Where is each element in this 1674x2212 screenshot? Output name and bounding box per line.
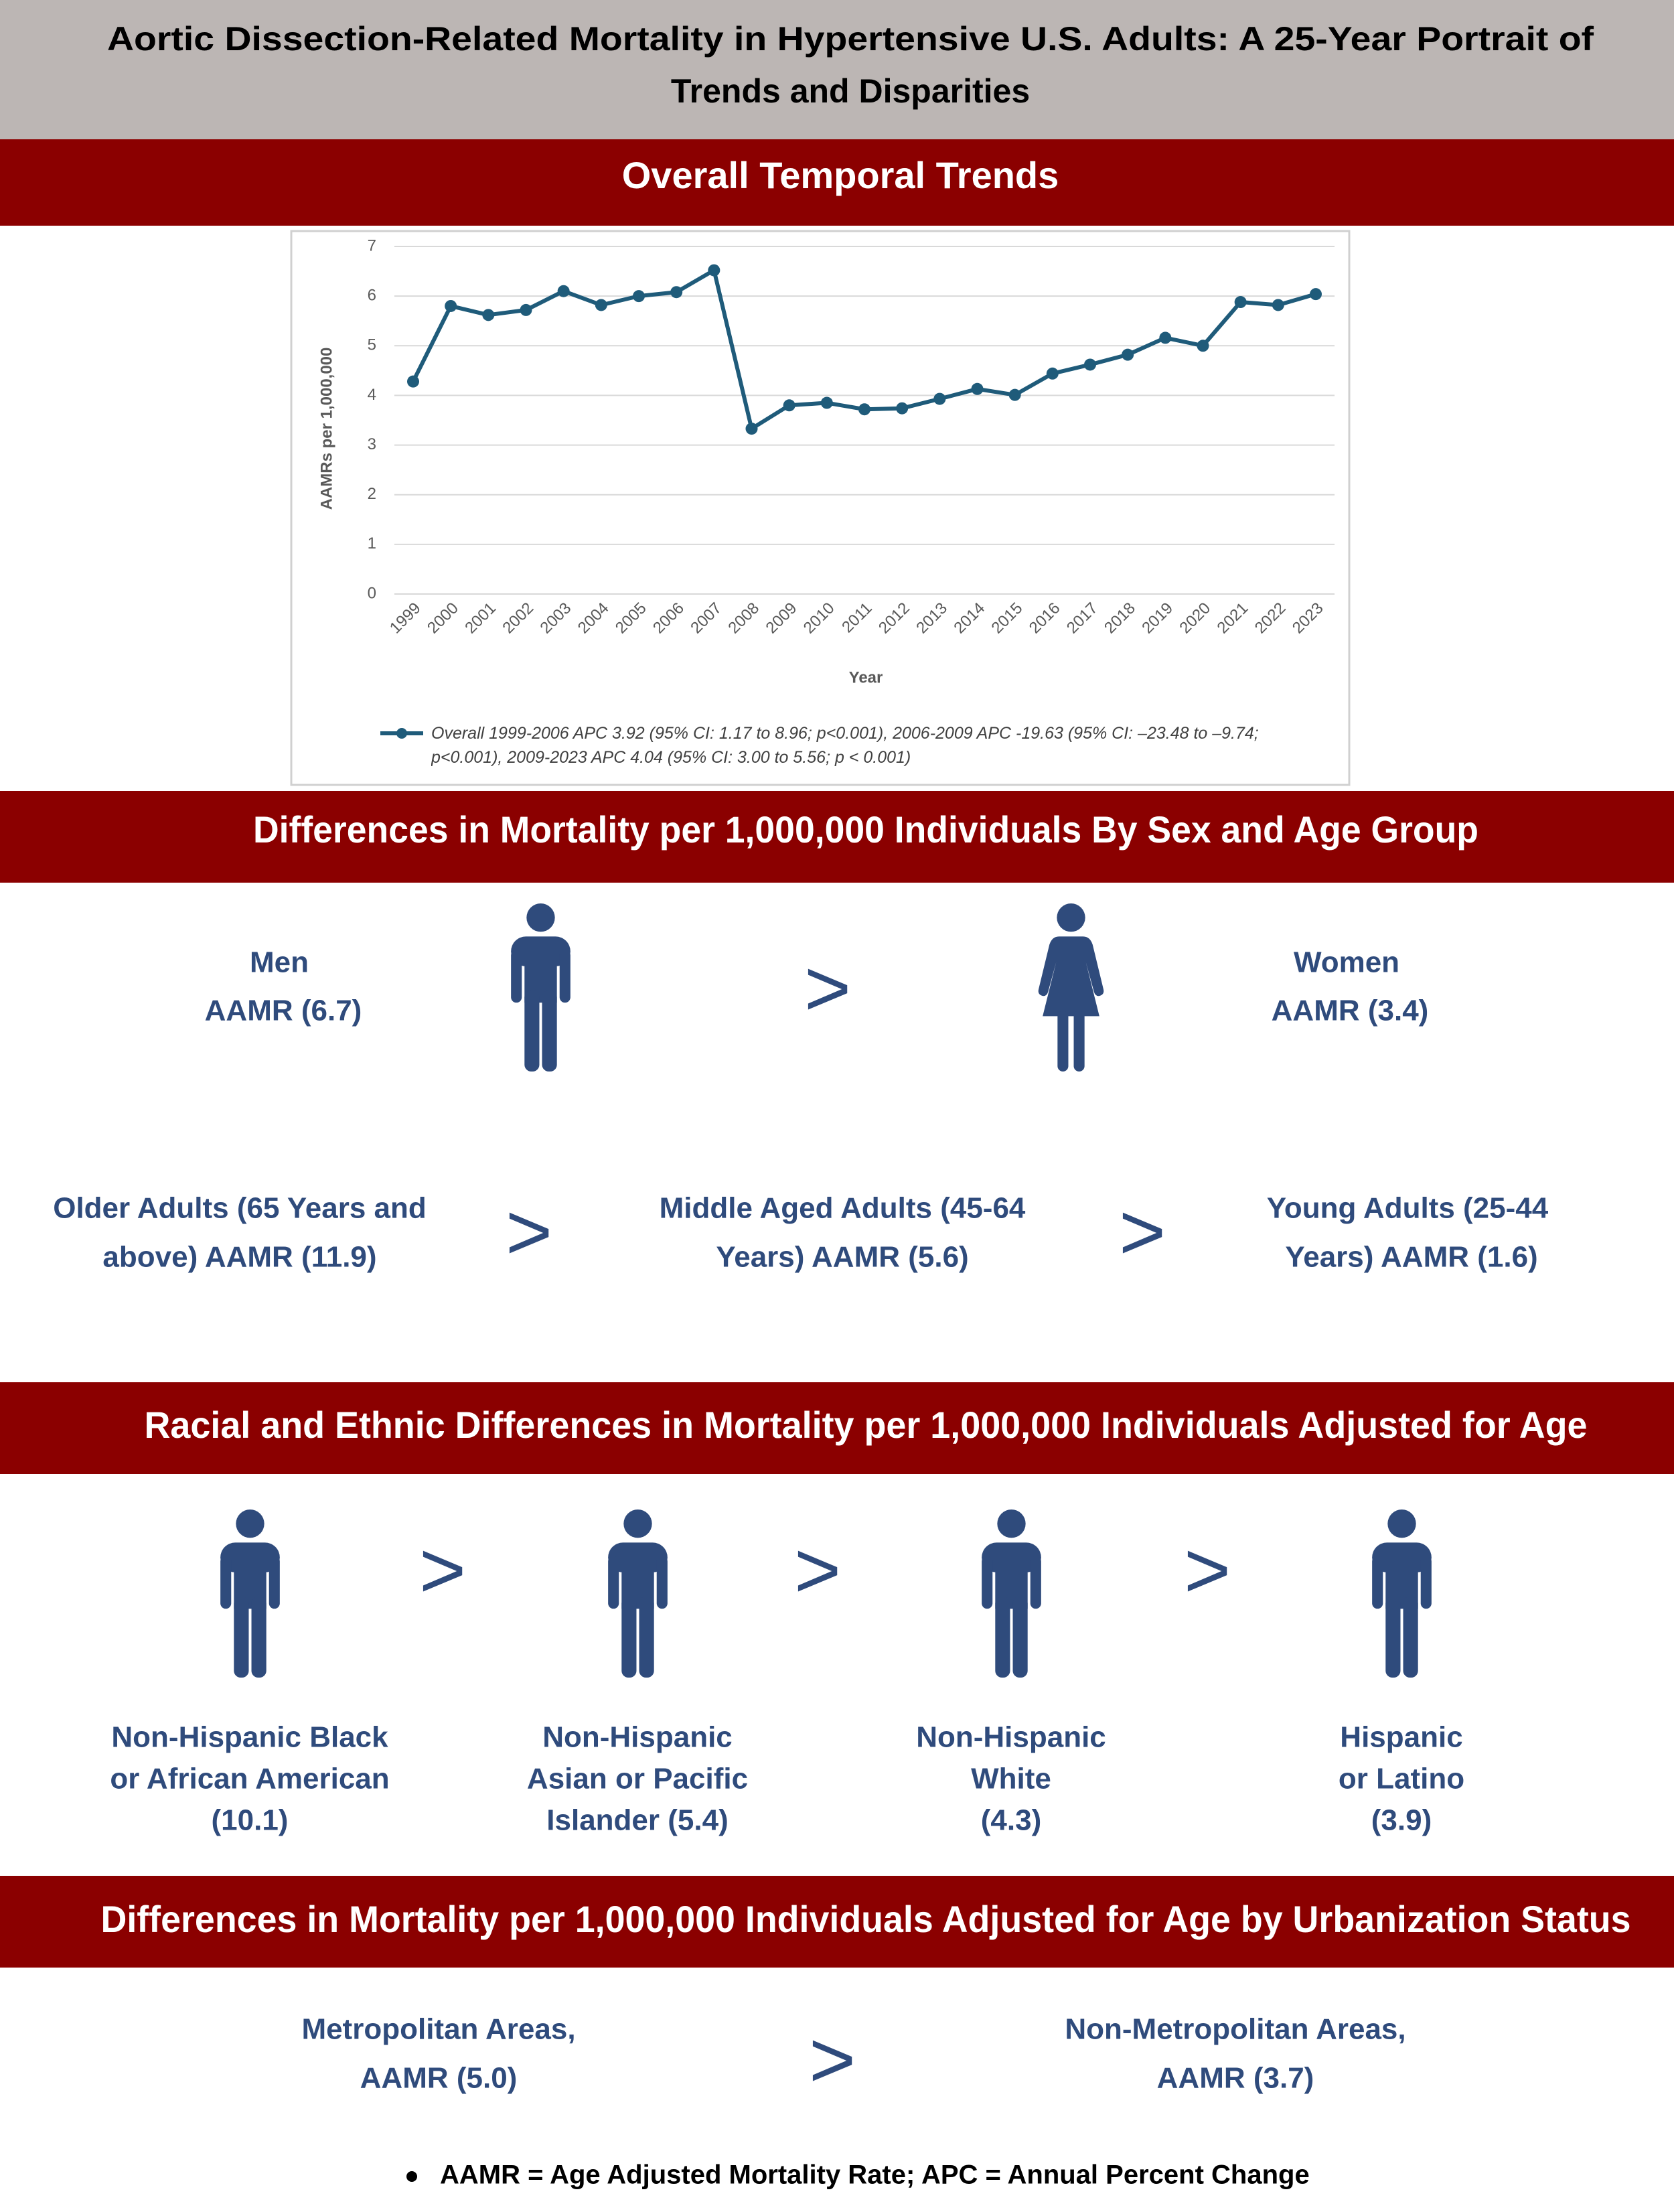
age-label: Middle Aged Adults (45-64 — [660, 1192, 1026, 1225]
group-value: AAMR (6.7) — [205, 994, 362, 1027]
age-label: Years) AAMR (5.6) — [716, 1241, 968, 1274]
data-point — [896, 402, 909, 415]
man-icon — [511, 903, 570, 1072]
data-point — [820, 396, 833, 409]
data-point — [595, 299, 607, 311]
bullet — [406, 2171, 417, 2182]
y-tick-label: 1 — [368, 534, 376, 552]
man-icon — [220, 1509, 280, 1678]
x-axis-label: Year — [849, 668, 883, 686]
group-label: Non-Hispanic — [542, 1721, 733, 1754]
age-label: above) AAMR (11.9) — [102, 1241, 376, 1274]
y-axis-label: AAMRs per 1,000,000 — [317, 348, 335, 510]
group-label: Men — [250, 946, 309, 979]
data-point — [858, 403, 870, 416]
man-icon — [1372, 1509, 1432, 1678]
man-icon — [982, 1509, 1041, 1678]
data-point — [1234, 296, 1247, 309]
y-tick-label: 7 — [368, 236, 376, 254]
group-label: Non-Hispanic — [916, 1721, 1106, 1754]
comparator: > — [794, 1526, 841, 1615]
data-point — [1197, 340, 1209, 352]
y-tick-label: 6 — [368, 286, 376, 304]
y-tick-label: 3 — [368, 435, 376, 453]
data-point — [670, 286, 683, 299]
group-label: (10.1) — [212, 1804, 289, 1837]
data-point — [1084, 358, 1096, 371]
section-band — [0, 1382, 1674, 1474]
age-label: Years) AAMR (1.6) — [1285, 1241, 1537, 1274]
data-point — [783, 399, 795, 412]
y-tick-label: 0 — [368, 584, 376, 602]
woman-icon — [1038, 903, 1104, 1072]
group-label: Metropolitan Areas, — [301, 2013, 575, 2046]
y-tick-label: 2 — [368, 485, 376, 503]
data-point — [445, 299, 457, 312]
group-label: Asian or Pacific — [527, 1763, 748, 1795]
data-point — [482, 309, 495, 321]
comparator: > — [1119, 1187, 1166, 1277]
section-heading: Overall Temporal Trends — [622, 154, 1059, 196]
title-line: Trends and Disparities — [671, 72, 1030, 110]
data-point — [1159, 331, 1172, 344]
footnote: AAMR = Age Adjusted Mortality Rate; APC … — [440, 2160, 1310, 2190]
group-label: or Latino — [1339, 1763, 1464, 1795]
title-band — [0, 0, 1674, 139]
group-label: Non-Metropolitan Areas, — [1065, 2013, 1405, 2046]
data-point — [1310, 288, 1322, 301]
section-band — [0, 1876, 1674, 1968]
data-point — [708, 264, 720, 277]
man-icon — [608, 1509, 668, 1678]
data-point — [933, 392, 946, 405]
group-label: Hispanic — [1340, 1721, 1462, 1754]
y-tick-label: 5 — [368, 336, 376, 354]
legend-text: Overall 1999-2006 APC 3.92 (95% CI: 1.17… — [431, 724, 1259, 767]
data-point — [971, 382, 984, 395]
group-value: AAMR (3.7) — [1157, 2062, 1314, 2095]
section-heading: Differences in Mortality per 1,000,000 I… — [253, 808, 1478, 851]
group-label: Non-Hispanic Black — [111, 1721, 388, 1754]
data-point — [633, 290, 645, 303]
y-tick-label: 4 — [368, 386, 376, 404]
section-band — [0, 791, 1674, 883]
comparator: > — [809, 2015, 856, 2105]
data-point — [407, 375, 419, 388]
data-point — [745, 423, 758, 435]
group-label: Islander (5.4) — [546, 1804, 728, 1837]
title-line: Aortic Dissection-Related Mortality in H… — [107, 20, 1594, 58]
legend-marker — [396, 728, 407, 739]
group-label: (3.9) — [1371, 1804, 1432, 1837]
section-band — [0, 139, 1674, 226]
comparator: > — [804, 944, 851, 1033]
comparator: > — [506, 1187, 552, 1277]
age-label: Older Adults (65 Years and — [53, 1192, 427, 1225]
data-point — [1008, 388, 1021, 401]
section-heading: Differences in Mortality per 1,000,000 I… — [101, 1898, 1631, 1940]
age-label: Young Adults (25-44 — [1267, 1192, 1549, 1225]
group-value: AAMR (5.0) — [360, 2062, 518, 2095]
group-label: White — [971, 1763, 1051, 1795]
data-point — [1122, 348, 1134, 361]
group-label: Women — [1294, 946, 1399, 979]
race-row: Non-Hispanic Black or African American (10… — [110, 1509, 1464, 1837]
comparator: > — [419, 1526, 466, 1615]
comparator: > — [1184, 1526, 1231, 1615]
data-point — [1272, 299, 1284, 311]
data-point — [1046, 367, 1059, 380]
chart-frame — [290, 230, 1351, 786]
section-heading: Racial and Ethnic Differences in Mortali… — [145, 1404, 1588, 1446]
data-point — [557, 285, 570, 297]
data-point — [520, 303, 532, 316]
group-label: or African American — [110, 1763, 389, 1795]
legend: Overall 1999-2006 APC 3.92 (95% CI: 1.17… — [431, 724, 1259, 767]
group-value: AAMR (3.4) — [1272, 994, 1429, 1027]
group-label: (4.3) — [981, 1804, 1041, 1837]
